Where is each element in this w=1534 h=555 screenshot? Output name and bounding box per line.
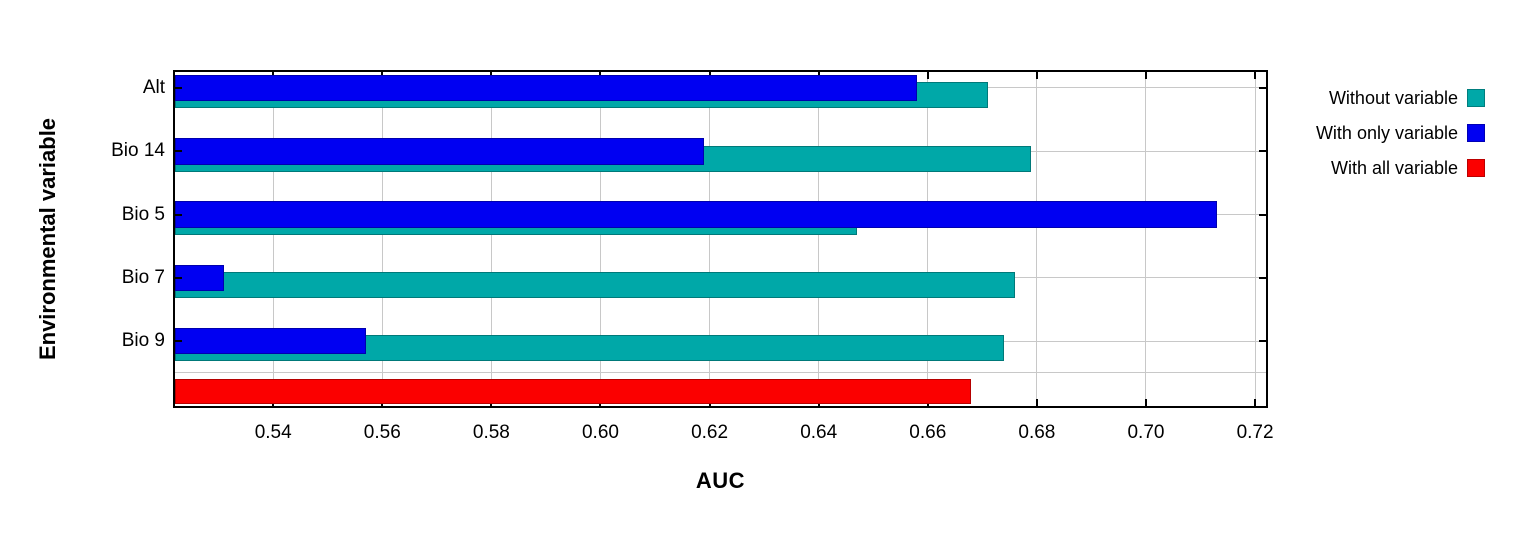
grid-line-x-0.70 (1145, 72, 1147, 406)
x-tick-label-0.68: 0.68 (1018, 422, 1056, 443)
legend-item-with-all-variable: With all variable (1316, 158, 1485, 178)
grid-line-x-0.56 (381, 72, 383, 406)
x-tick-label-0.72: 0.72 (1236, 422, 1274, 443)
x-tick-label-0.66: 0.66 (909, 422, 947, 443)
grid-line-x-0.54 (272, 72, 274, 406)
axis-tick-right-2 (1259, 213, 1266, 216)
category-label-bio-7: Bio 7 (121, 266, 165, 288)
legend-label-without-variable: Without variable (1328, 88, 1458, 108)
axis-tick-top-0.72 (1254, 72, 1257, 79)
bar-with-only-variable-bio-7 (175, 264, 225, 292)
grid-line-x-0.66 (927, 72, 929, 406)
bar-with-all-variable (175, 379, 972, 405)
axis-tick-right-3 (1259, 276, 1266, 279)
x-tick-label-0.54: 0.54 (254, 422, 292, 443)
legend-item-without-variable: Without variable (1316, 88, 1485, 108)
legend-label-with-all-variable: With all variable (1330, 158, 1458, 178)
axis-tick-top-0.68 (1035, 72, 1038, 79)
legend-swatch-with-only-variable (1467, 124, 1485, 142)
axis-tick-right-0 (1259, 86, 1266, 89)
axis-tick-left-3 (175, 276, 182, 279)
legend-label-with-only-variable: With only variable (1315, 123, 1458, 143)
plot-area (173, 70, 1268, 408)
axis-tick-top-0.70 (1144, 72, 1147, 79)
legend-swatch-with-all-variable (1467, 159, 1485, 177)
axis-tick-top-0.66 (926, 72, 929, 79)
grid-line-x-0.62 (709, 72, 711, 406)
grid-line-x-0.58 (490, 72, 492, 406)
axis-tick-bottom-0.68 (1035, 399, 1038, 406)
axis-tick-left-4 (175, 340, 182, 343)
category-label-alt: Alt (142, 76, 165, 98)
grid-line-x-0.60 (599, 72, 601, 406)
x-tick-label-0.62: 0.62 (691, 422, 729, 443)
plot-inner (175, 72, 1266, 406)
bar-without-variable-bio-7 (175, 272, 1016, 299)
axis-tick-right-1 (1259, 150, 1266, 153)
category-label-bio-5: Bio 5 (121, 203, 165, 225)
axis-tick-left-0 (175, 86, 182, 89)
grid-line-y-5 (175, 372, 1266, 374)
x-tick-label-0.58: 0.58 (472, 422, 510, 443)
x-tick-label-0.56: 0.56 (363, 422, 401, 443)
legend-item-with-only-variable: With only variable (1316, 123, 1485, 143)
bar-with-only-variable-bio-5 (175, 201, 1217, 228)
bar-with-only-variable-bio-14 (175, 138, 705, 165)
axis-tick-left-2 (175, 213, 182, 216)
legend: Without variable With only variable With a… (1316, 88, 1485, 193)
category-label-bio-14: Bio 14 (111, 140, 165, 162)
x-tick-label-0.64: 0.64 (800, 422, 838, 443)
grid-line-x-0.72 (1254, 72, 1256, 406)
grid-line-x-0.68 (1036, 72, 1038, 406)
x-axis-title: AUC (695, 468, 746, 493)
legend-swatch-without-variable (1467, 89, 1485, 107)
bar-with-only-variable-alt (175, 74, 917, 102)
axis-tick-bottom-0.72 (1254, 399, 1257, 406)
category-label-bio-9: Bio 9 (121, 330, 165, 352)
x-tick-label-0.70: 0.70 (1127, 422, 1165, 443)
grid-line-x-0.64 (818, 72, 820, 406)
axis-tick-left-1 (175, 150, 182, 153)
axis-tick-bottom-0.70 (1144, 399, 1147, 406)
x-tick-label-0.60: 0.60 (581, 422, 619, 443)
axis-tick-right-4 (1259, 340, 1266, 343)
bar-with-only-variable-bio-9 (175, 327, 366, 355)
